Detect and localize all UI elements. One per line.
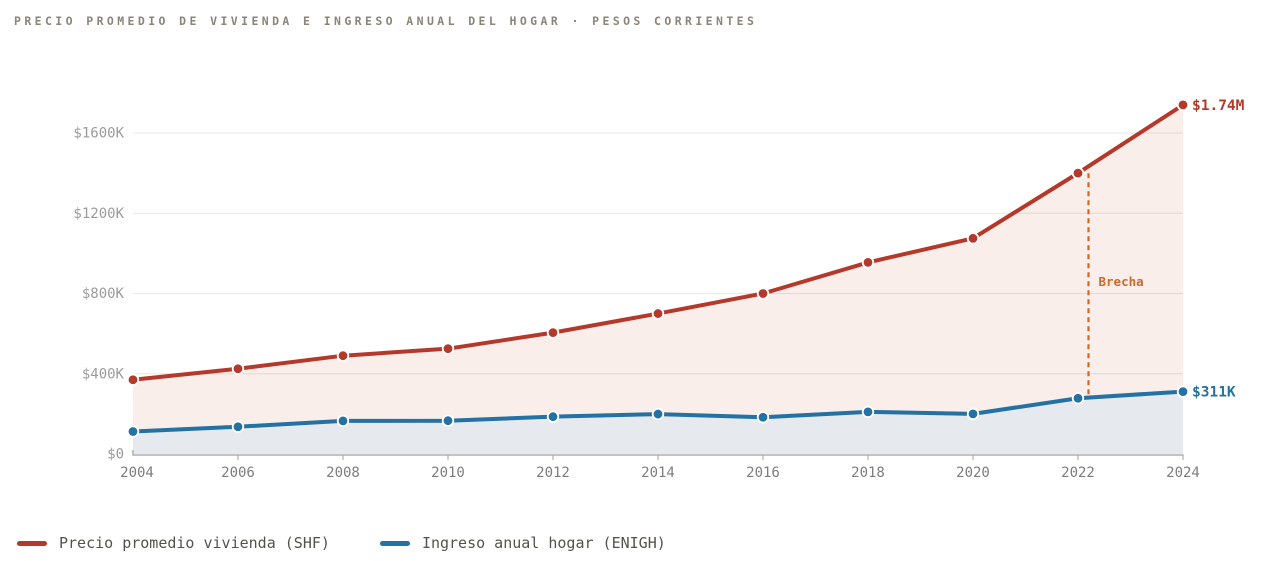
end-label-enigh: $311K	[1192, 385, 1236, 401]
data-point-shf	[546, 326, 560, 339]
data-point-enigh	[546, 410, 560, 423]
data-point-enigh	[441, 414, 455, 427]
y-tick-label: $1200K	[73, 206, 124, 222]
data-point-shf	[336, 349, 350, 362]
legend-label: Ingreso anual hogar (ENIGH)	[421, 534, 666, 552]
x-tick-label: 2022	[1061, 465, 1095, 481]
y-tick-label: $400K	[82, 366, 125, 382]
data-point-enigh	[651, 407, 665, 421]
data-point-shf	[966, 232, 980, 245]
data-point-shf	[1176, 98, 1190, 112]
data-point-enigh	[126, 425, 140, 438]
data-point-enigh	[966, 407, 980, 421]
chart-legend: Precio promedio vivienda (SHF) Ingreso an…	[17, 534, 666, 552]
data-point-shf	[126, 373, 140, 386]
data-point-shf	[651, 307, 665, 320]
x-tick-label: 2016	[746, 465, 780, 481]
data-point-enigh	[1071, 392, 1085, 405]
data-point-shf	[756, 287, 770, 300]
x-tick-label: 2020	[956, 465, 990, 481]
x-tick-label: 2008	[326, 465, 360, 481]
data-point-enigh	[231, 420, 245, 433]
y-tick-label: $1600K	[73, 126, 124, 142]
data-point-shf	[861, 256, 875, 269]
series-area-shf	[133, 104, 1183, 454]
data-point-shf	[231, 362, 245, 375]
x-tick-label: 2006	[221, 465, 255, 481]
data-point-enigh	[861, 405, 875, 419]
legend-item-shf: Precio promedio vivienda (SHF)	[17, 534, 330, 552]
brecha-label: Brecha	[1099, 274, 1144, 289]
x-tick-label: 2004	[120, 465, 154, 481]
end-label-shf: $1.74M	[1192, 98, 1245, 114]
data-point-shf	[441, 342, 455, 355]
chart-title: PRECIO PROMEDIO DE VIVIENDA E INGRESO AN…	[14, 14, 758, 28]
y-tick-label: $800K	[82, 286, 125, 302]
y-tick-label: $0	[107, 447, 124, 463]
legend-swatch	[379, 540, 410, 546]
x-tick-label: 2010	[431, 465, 465, 481]
x-tick-label: 2018	[851, 465, 885, 481]
x-tick-label: 2012	[536, 465, 570, 481]
series-area-enigh	[133, 391, 1183, 454]
data-point-enigh	[756, 411, 770, 424]
legend-label: Precio promedio vivienda (SHF)	[59, 534, 330, 552]
x-tick-label: 2024	[1166, 465, 1200, 481]
x-tick-label: 2014	[641, 465, 675, 481]
data-point-shf	[1071, 166, 1085, 180]
legend-item-enigh: Ingreso anual hogar (ENIGH)	[379, 534, 666, 552]
data-point-enigh	[336, 414, 350, 428]
data-point-enigh	[1176, 385, 1190, 398]
legend-swatch	[17, 540, 47, 546]
